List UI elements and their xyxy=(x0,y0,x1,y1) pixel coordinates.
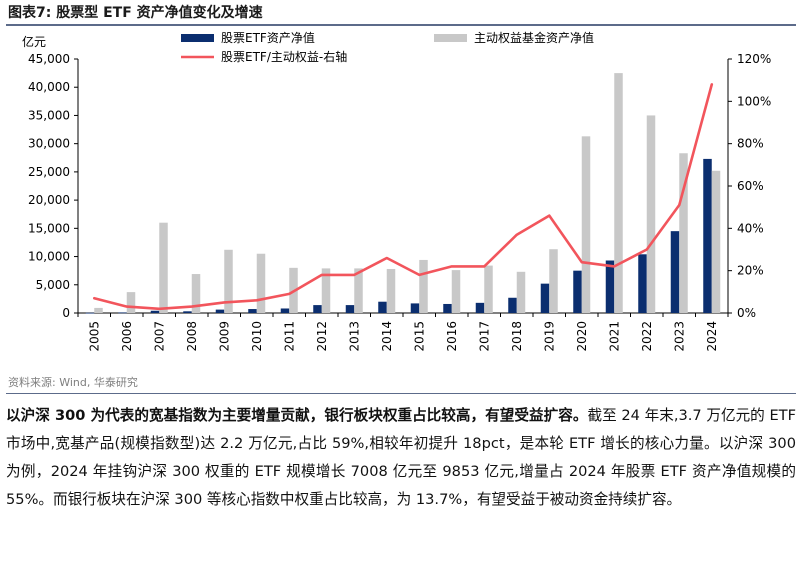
body-text: 截至 24 年末,3.7 万亿元的 ETF 市场中,宽基产品(规模指数型)达 2… xyxy=(6,407,797,508)
x-tick-label: 2016 xyxy=(445,321,459,352)
y-right-tick-label: 40% xyxy=(737,221,764,235)
y-left-tick-label: 25,000 xyxy=(28,165,70,179)
x-tick-label: 2013 xyxy=(347,321,361,352)
bar-etf-nav xyxy=(573,270,582,313)
bar-active-equity-nav xyxy=(354,268,363,313)
bar-active-equity-nav xyxy=(94,307,103,313)
source-note: 资料来源: Wind, 华泰研究 xyxy=(8,376,138,389)
x-tick-label: 2011 xyxy=(282,321,296,352)
bar-etf-nav xyxy=(248,309,257,313)
y-left-tick-label: 45,000 xyxy=(28,52,70,66)
bar-active-equity-nav xyxy=(679,153,688,313)
x-tick-label: 2012 xyxy=(315,321,329,352)
bar-etf-nav xyxy=(638,254,647,313)
bar-etf-nav xyxy=(605,260,615,313)
y-left-tick-label: 0 xyxy=(62,306,70,320)
x-tick-label: 2006 xyxy=(120,321,134,352)
y-left-tick-label: 35,000 xyxy=(28,108,70,122)
bar-etf-nav xyxy=(540,283,550,313)
bar-etf-nav xyxy=(345,305,355,313)
legend-swatch-active-equity-nav xyxy=(434,34,467,42)
x-tick-label: 2019 xyxy=(542,321,556,352)
x-tick-label: 2018 xyxy=(510,321,524,352)
x-tick-label: 2020 xyxy=(575,321,589,352)
bar-active-equity-nav xyxy=(516,271,526,313)
y-right-tick-label: 80% xyxy=(737,137,764,151)
bar-active-equity-nav xyxy=(646,115,656,313)
x-tick-label: 2015 xyxy=(412,321,426,352)
legend-label-active-equity-nav: 主动权益基金资产净值 xyxy=(474,30,594,45)
y-left-tick-label: 40,000 xyxy=(28,80,70,94)
x-tick-label: 2010 xyxy=(250,321,264,352)
y-left-tick-label: 10,000 xyxy=(28,250,70,264)
legend-swatch-etf-nav xyxy=(181,34,214,42)
title-divider xyxy=(6,24,796,26)
bar-active-equity-nav xyxy=(224,249,233,313)
y-right-tick-label: 100% xyxy=(737,94,771,108)
bar-active-equity-nav xyxy=(581,136,591,313)
bar-etf-nav xyxy=(183,311,192,313)
x-tick-label: 2024 xyxy=(705,321,719,352)
bar-active-equity-nav xyxy=(419,259,428,313)
body-lead: 以沪深 300 为代表的宽基指数为主要增量贡献，银行板块权重占比较高，有望受益扩… xyxy=(6,407,588,424)
bar-etf-nav xyxy=(443,303,452,313)
bar-etf-nav xyxy=(703,158,712,313)
x-tick-label: 2021 xyxy=(607,321,621,352)
etf-net-asset-chart: 0 5,000 10,000 15,000 20,000 25,000 30,000 35,0… xyxy=(22,30,771,352)
bar-active-equity-nav xyxy=(126,292,136,313)
bar-etf-nav xyxy=(378,301,387,313)
bar-etf-nav xyxy=(313,305,322,313)
bar-active-equity-nav xyxy=(386,268,396,313)
bar-active-equity-nav xyxy=(321,268,331,313)
bar-active-equity-nav xyxy=(191,274,201,313)
x-tick-label: 2023 xyxy=(672,321,686,352)
x-tick-label: 2014 xyxy=(380,321,394,352)
bar-etf-nav xyxy=(150,310,160,313)
bar-active-equity-nav xyxy=(614,73,623,313)
bar-active-equity-nav xyxy=(451,270,461,313)
figure-title: 图表7: 股票型 ETF 资产净值变化及增速 xyxy=(8,5,263,21)
y-left-tick-label: 15,000 xyxy=(28,221,70,235)
bar-active-equity-nav xyxy=(484,265,493,313)
x-tick-label: 2017 xyxy=(477,321,491,352)
y-left-tick-label: 30,000 xyxy=(28,137,70,151)
ratio-line xyxy=(93,83,714,311)
legend-label-ratio: 股票ETF/主动权益-右轴 xyxy=(221,49,347,64)
x-tick-label: 2005 xyxy=(87,321,101,352)
bar-etf-nav xyxy=(215,309,225,313)
bar-active-equity-nav xyxy=(159,222,168,313)
bar-etf-nav xyxy=(118,312,127,314)
y-right-tick-label: 120% xyxy=(737,52,771,66)
bar-etf-nav xyxy=(410,303,420,313)
bar-active-equity-nav xyxy=(549,249,558,313)
x-tick-label: 2008 xyxy=(185,321,199,352)
body-paragraph: 以沪深 300 为代表的宽基指数为主要增量贡献，银行板块权重占比较高，有望受益扩… xyxy=(6,402,796,514)
bar-active-equity-nav xyxy=(256,253,266,313)
y-left-axis-label: 亿元 xyxy=(22,34,46,49)
bar-etf-nav xyxy=(475,302,485,313)
y-right-tick-label: 60% xyxy=(737,179,764,193)
x-tick-label: 2007 xyxy=(152,321,166,352)
x-tick-label: 2009 xyxy=(217,321,231,352)
y-right-tick-label: 20% xyxy=(737,264,764,278)
y-right-tick-label: 0% xyxy=(737,306,756,320)
bar-active-equity-nav xyxy=(711,170,721,313)
bar-etf-nav xyxy=(85,312,95,314)
bar-etf-nav xyxy=(508,297,517,313)
legend-label-etf-nav: 股票ETF资产净值 xyxy=(221,30,315,45)
source-divider xyxy=(6,393,796,394)
bar-etf-nav xyxy=(280,308,290,313)
y-left-tick-label: 5,000 xyxy=(36,278,70,292)
bar-etf-nav xyxy=(670,231,680,313)
y-left-tick-label: 20,000 xyxy=(28,193,70,207)
x-tick-label: 2022 xyxy=(640,321,654,352)
